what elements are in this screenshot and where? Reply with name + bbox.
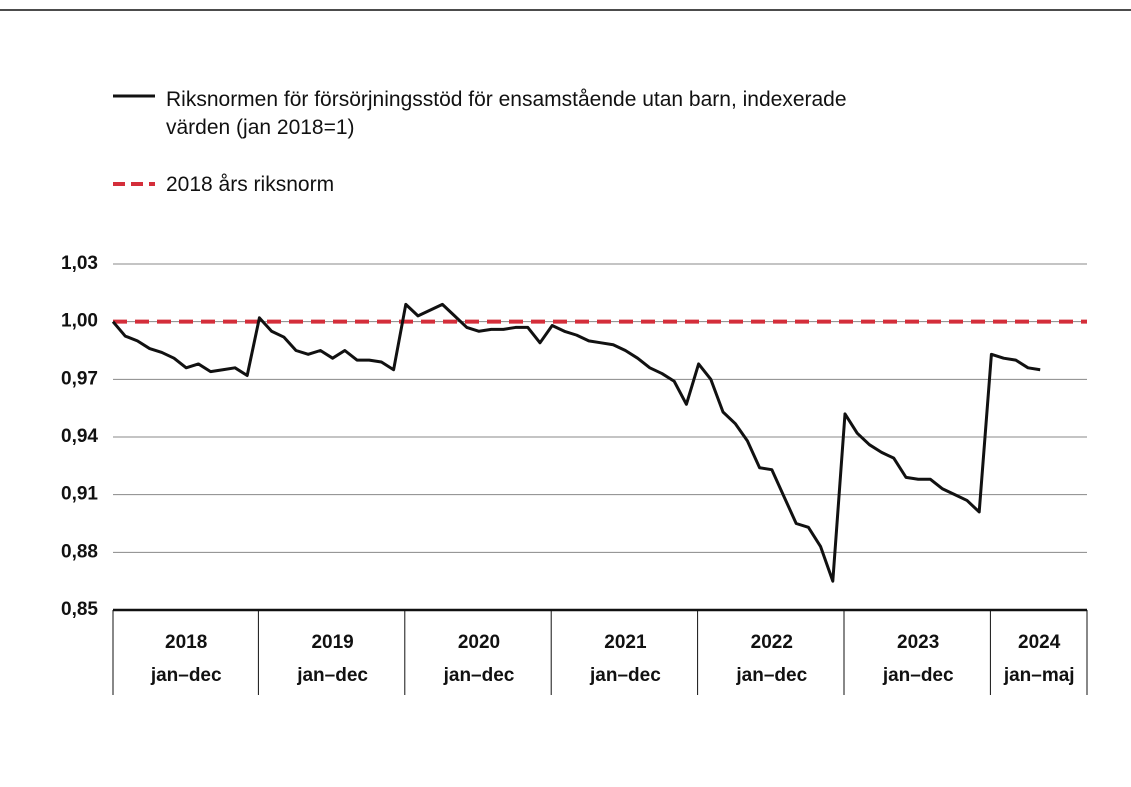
x-group-year: 2020 (458, 632, 500, 653)
x-group-range: jan–maj (1003, 665, 1075, 686)
x-group-year: 2023 (897, 632, 939, 653)
x-group-year: 2022 (751, 632, 793, 653)
x-group-range: jan–dec (443, 665, 515, 686)
y-tick-label: 0,97 (61, 368, 98, 389)
y-tick-label: 0,85 (61, 599, 98, 620)
y-tick-label: 1,00 (61, 311, 98, 332)
series-line (111, 302, 1041, 583)
legend-label: Riksnormen för försörjningsstöd för ensa… (166, 88, 847, 139)
x-group-year: 2024 (1018, 632, 1061, 653)
y-tick-label: 0,94 (61, 426, 98, 447)
y-tick-label: 0,91 (61, 484, 98, 505)
x-group-range: jan–dec (150, 665, 222, 686)
y-tick-label: 1,03 (61, 253, 98, 274)
x-group-year: 2021 (604, 632, 647, 653)
x-group-year: 2019 (311, 632, 353, 653)
x-group-year: 2018 (165, 632, 207, 653)
x-group-range: jan–dec (296, 665, 368, 686)
x-group-range: jan–dec (589, 665, 661, 686)
legend-label: 2018 års riksnorm (166, 173, 335, 196)
x-group-range: jan–dec (735, 665, 807, 686)
y-tick-label: 0,88 (61, 541, 98, 562)
x-group-range: jan–dec (882, 665, 954, 686)
